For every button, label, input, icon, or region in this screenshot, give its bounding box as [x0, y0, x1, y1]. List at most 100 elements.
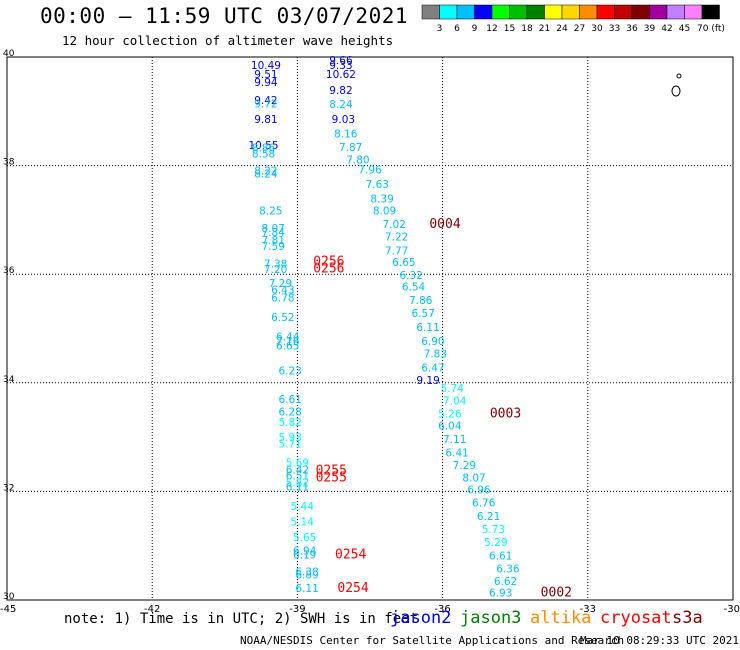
y-tick-label: 38 — [3, 158, 15, 168]
wave-height-label: 5.65 — [293, 532, 316, 544]
time-label: 0255 — [316, 471, 347, 486]
legend-item-jason3: jason3 — [460, 608, 522, 628]
colorbar-swatch — [474, 4, 493, 20]
plot-frame — [6, 56, 734, 601]
page-subtitle: 12 hour collection of altimeter wave hei… — [62, 33, 394, 48]
wave-height-label: 6.38 — [295, 567, 318, 579]
colorbar-label: 45 — [679, 24, 690, 34]
wave-height-label: 6.93 — [489, 588, 512, 600]
wave-height-label: 7.29 — [269, 278, 292, 290]
wave-height-label: 5.74 — [441, 383, 465, 395]
colorbar-swatch — [701, 4, 720, 20]
wave-height-label: 8.09 — [373, 205, 396, 217]
wave-height-label: 6.23 — [278, 366, 301, 378]
page-title: 00:00 – 11:59 UTC 03/07/2021 — [40, 4, 409, 28]
wave-height-label: 6.78 — [271, 292, 294, 304]
wave-height-label: 7.22 — [385, 232, 408, 244]
wave-height-label: 8.07 — [462, 473, 485, 485]
wave-height-label: 6.89 — [295, 569, 318, 581]
wave-height-label: 9.33 — [329, 60, 352, 72]
colorbar-label: 21 — [539, 24, 550, 34]
wave-height-label: 9.94 — [254, 77, 278, 89]
wave-height-label: 6.61 — [489, 550, 512, 562]
wave-height-label: 6.21 — [477, 511, 500, 523]
wave-height-label: 7.29 — [453, 460, 476, 472]
x-tick-label: -30 — [724, 604, 740, 615]
wave-height-label: 8.58 — [252, 148, 275, 160]
wave-height-label: 5.14 — [291, 517, 315, 529]
colorbar-swatch — [456, 4, 475, 20]
time-label: 0256 — [313, 255, 344, 270]
y-tick-label: 32 — [3, 483, 14, 493]
wave-height-label: 6.11 — [416, 322, 439, 334]
wave-height-label: 6.11 — [295, 583, 318, 595]
colorbar-swatch — [596, 4, 615, 20]
wave-height-label: 6.32 — [399, 270, 422, 282]
wave-height-label: 7.81 — [262, 235, 285, 247]
wave-height-label: 6.96 — [467, 485, 491, 497]
colorbar-label: 12 — [486, 24, 497, 34]
legend-item-altika: altika — [530, 608, 592, 628]
wave-height-label: 9.72 — [254, 98, 277, 110]
y-tick-label: 36 — [3, 266, 15, 276]
legend-item-cryosat: cryosat — [600, 608, 672, 628]
time-label: 0004 — [429, 217, 460, 232]
wave-height-label: 6.43 — [271, 285, 294, 297]
wave-height-label: 6.42 — [286, 464, 309, 476]
time-label: 0254 — [335, 548, 366, 563]
wave-height-label: 6.41 — [445, 448, 468, 460]
x-tick-label: -45 — [0, 604, 16, 615]
wave-height-label: 8.86 — [252, 142, 276, 154]
colorbar-label: 18 — [521, 24, 533, 34]
footer-timestamp: Mar 10 08:29:33 UTC 2021 — [580, 634, 739, 647]
wave-height-label: 9.19 — [416, 375, 439, 387]
colorbar-swatch — [421, 4, 440, 20]
wave-height-label: 9.42 — [254, 95, 277, 107]
wave-height-label: 5.29 — [484, 537, 507, 549]
wave-height-label: 7.63 — [366, 179, 389, 191]
colorbar-swatch — [614, 4, 633, 20]
colorbar-swatch — [684, 4, 703, 20]
colorbar-swatch — [544, 4, 563, 20]
time-label: 0003 — [490, 407, 521, 422]
wave-height-label: 6.65 — [392, 257, 415, 269]
wave-height-label: 6.94 — [293, 545, 317, 557]
time-label: 0255 — [316, 464, 347, 479]
colorbar-swatch — [491, 4, 510, 20]
wave-height-label: 7.59 — [262, 241, 285, 253]
colorbar-label: 15 — [504, 24, 515, 34]
wave-height-label: 7.83 — [424, 348, 447, 360]
map-symbol-icon — [676, 73, 682, 79]
wave-height-label: 5.82 — [286, 478, 309, 490]
wave-height-label: 9.82 — [329, 85, 352, 97]
wave-height-label: 9.51 — [254, 69, 277, 81]
wave-height-label: 7.11 — [443, 434, 466, 446]
wave-height-label: 5.93 — [278, 432, 301, 444]
wave-height-label: 9.66 — [329, 55, 353, 67]
wave-height-label: 9.81 — [254, 114, 277, 126]
colorbar-label: 9 — [472, 24, 478, 34]
colorbar-swatch — [561, 4, 580, 20]
colorbar-swatch — [509, 4, 528, 20]
wave-height-label: 8.07 — [262, 223, 285, 235]
colorbar-swatch — [666, 4, 685, 20]
wave-height-label: 6.51 — [286, 470, 309, 482]
wave-height-label: 8.25 — [259, 205, 282, 217]
wave-height-label: 6.47 — [421, 362, 444, 374]
y-tick-label: 40 — [3, 49, 15, 59]
legend-item-s3a: s3a — [672, 608, 703, 628]
wave-height-label: 6.44 — [276, 331, 300, 343]
wave-height-label: 8.39 — [370, 194, 393, 206]
footer-credit: NOAA/NESDIS Center for Satellite Applica… — [240, 634, 625, 647]
wave-height-label: 8.24 — [254, 169, 278, 181]
wave-height-label: 5.44 — [291, 501, 315, 513]
wave-height-label: 6.61 — [278, 394, 301, 406]
wave-height-label: 8.16 — [334, 128, 358, 140]
note-text: note: 1) Time is in UTC; 2) SWH is in fe… — [64, 611, 419, 627]
wave-height-label: 6.90 — [421, 336, 444, 348]
colorbar-label: 27 — [574, 24, 585, 34]
wave-height-label: 8.24 — [329, 99, 353, 111]
wave-height-label: 5.71 — [278, 438, 301, 450]
wave-height-label: 6.62 — [494, 576, 517, 588]
